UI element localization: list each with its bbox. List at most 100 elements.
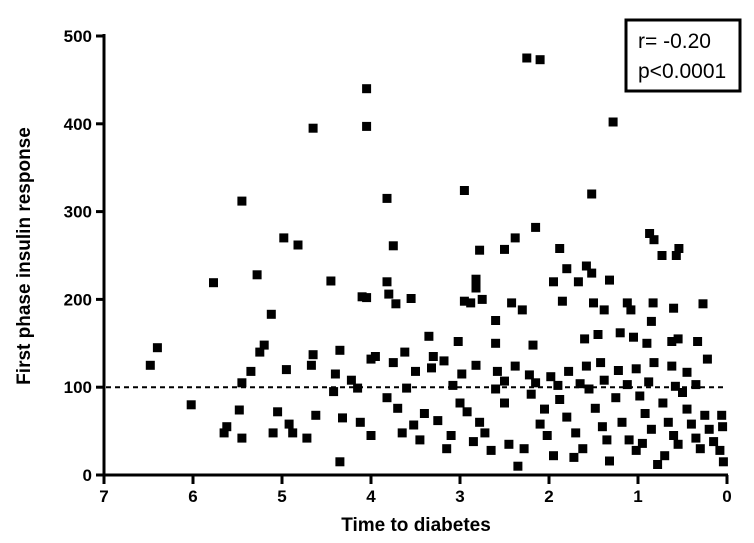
data-point-135	[542, 431, 552, 440]
y-tick-label-0: 0	[83, 466, 92, 485]
data-point-177	[602, 435, 612, 445]
data-point-123	[433, 416, 443, 426]
data-point-154	[663, 417, 673, 427]
data-point-67	[528, 340, 538, 350]
data-point-43	[507, 298, 517, 308]
data-point-36	[362, 293, 372, 303]
data-point-3	[362, 121, 372, 131]
data-point-13	[293, 240, 303, 250]
data-point-157	[678, 388, 687, 397]
data-point-93	[546, 372, 556, 382]
data-point-8	[237, 196, 247, 206]
data-point-21	[671, 251, 681, 260]
data-point-165	[715, 445, 725, 455]
data-point-48	[648, 298, 658, 308]
data-point-50	[669, 303, 679, 313]
data-point-84	[388, 358, 398, 368]
data-point-63	[693, 337, 703, 346]
data-point-42	[477, 294, 487, 304]
data-point-92	[524, 370, 534, 380]
data-point-159	[686, 419, 696, 429]
data-point-55	[491, 316, 501, 325]
data-point-187	[670, 381, 680, 391]
data-point-75	[152, 343, 162, 353]
data-point-127	[475, 417, 485, 427]
data-point-185	[622, 380, 632, 390]
data-point-66	[491, 338, 501, 348]
data-point-105	[222, 422, 232, 432]
data-point-156	[673, 439, 683, 449]
data-point-54	[646, 316, 656, 326]
data-point-150	[640, 409, 650, 418]
correlation-label: r= -0.20	[638, 30, 711, 53]
data-point-27	[587, 268, 597, 278]
data-point-101	[682, 367, 692, 377]
data-point-25	[326, 276, 336, 286]
data-point-73	[400, 347, 410, 357]
data-point-22	[657, 251, 667, 260]
data-point-167	[718, 422, 728, 432]
data-point-131	[504, 439, 514, 449]
data-point-147	[624, 435, 634, 445]
x-tick-label-1: 6	[188, 487, 197, 506]
data-point-76	[145, 360, 155, 370]
data-point-144	[605, 456, 614, 466]
data-point-41	[466, 298, 476, 308]
y-axis-ticks: 0 100 200 300 400 500	[64, 27, 104, 485]
data-point-40	[459, 296, 469, 306]
data-point-164	[709, 437, 719, 447]
data-point-171	[442, 444, 452, 454]
data-point-57	[580, 334, 590, 344]
data-point-141	[584, 384, 594, 394]
data-point-180	[500, 376, 509, 386]
data-point-64	[424, 331, 434, 341]
x-tick-label-6: 1	[633, 487, 642, 506]
data-point-85	[411, 366, 420, 376]
data-point-181	[531, 378, 541, 388]
data-point-86	[427, 363, 436, 373]
data-point-51	[266, 309, 276, 319]
data-point-71	[335, 345, 345, 355]
data-point-186	[644, 377, 654, 387]
data-point-161	[695, 444, 705, 454]
data-point-9	[382, 193, 392, 203]
data-point-184	[599, 375, 609, 385]
data-point-16	[649, 235, 659, 245]
data-point-56	[593, 330, 603, 339]
data-point-24	[209, 278, 218, 288]
data-point-191	[353, 383, 363, 393]
data-point-91	[510, 361, 520, 371]
data-point-128	[480, 428, 490, 438]
data-point-59	[629, 332, 638, 342]
data-point-7	[587, 189, 597, 199]
data-point-78	[246, 366, 256, 376]
x-tick-label-3: 4	[366, 487, 376, 506]
x-tick-label-4: 3	[455, 487, 464, 506]
data-point-118	[366, 431, 376, 440]
data-point-31	[471, 283, 481, 293]
data-point-45	[557, 296, 567, 306]
data-point-52	[599, 305, 609, 315]
data-point-153	[658, 398, 668, 408]
data-point-19	[555, 244, 565, 253]
data-point-90	[492, 366, 502, 376]
y-tick-label-2: 200	[64, 290, 92, 309]
data-point-1	[535, 55, 545, 65]
data-point-163	[704, 424, 714, 434]
data-point-162	[700, 410, 710, 420]
data-point-172	[468, 437, 478, 447]
data-point-114	[329, 387, 339, 397]
data-point-61	[667, 337, 677, 346]
data-point-14	[388, 241, 398, 251]
data-point-108	[273, 407, 283, 417]
data-point-134	[535, 419, 545, 429]
data-point-106	[219, 428, 229, 438]
data-point-116	[335, 457, 345, 467]
data-point-23	[252, 270, 262, 280]
y-tick-label-4: 400	[64, 115, 92, 134]
data-point-121	[409, 420, 419, 430]
data-point-176	[569, 452, 579, 462]
data-point-5	[608, 117, 618, 127]
y-tick-label-5: 500	[64, 27, 92, 46]
